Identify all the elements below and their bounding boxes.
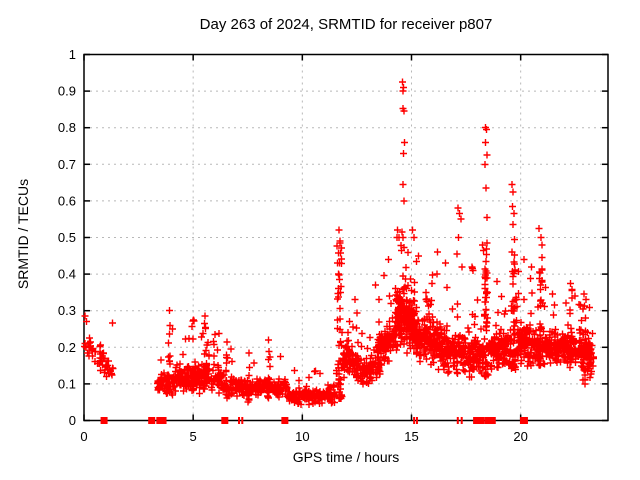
y-tick-label: 0.9	[58, 84, 76, 99]
x-tick-label: 20	[513, 429, 527, 444]
tick-labels: 0 5 10 15 20 0 0.1 0.2 0.3 0.4 0.5 0.6 0.7 0.8 0.9 1	[58, 47, 528, 444]
y-tick-label: 0	[69, 413, 76, 428]
y-tick-label: 0.8	[58, 120, 76, 135]
zero-value-markers	[100, 417, 528, 424]
y-tick-label: 0.6	[58, 193, 76, 208]
y-tick-label: 1	[69, 47, 76, 62]
x-tick-label: 0	[80, 429, 87, 444]
grid-lines	[84, 54, 608, 421]
y-tick-label: 0.5	[58, 230, 76, 245]
y-axis-title: SRMTID / TECUs	[15, 178, 31, 290]
y-tick-label: 0.7	[58, 157, 76, 172]
y-tick-label: 0.3	[58, 303, 76, 318]
chart-title: Day 263 of 2024, SRMTID for receiver p80…	[199, 16, 493, 33]
scatter-points	[81, 78, 597, 408]
y-tick-label: 0.2	[58, 340, 76, 355]
x-tick-label: 10	[295, 429, 309, 444]
y-tick-label: 0.4	[58, 267, 76, 282]
x-tick-label: 15	[404, 429, 418, 444]
x-tick-label: 5	[190, 429, 197, 444]
x-axis-title: GPS time / hours	[292, 449, 400, 465]
y-tick-label: 0.1	[58, 376, 76, 391]
